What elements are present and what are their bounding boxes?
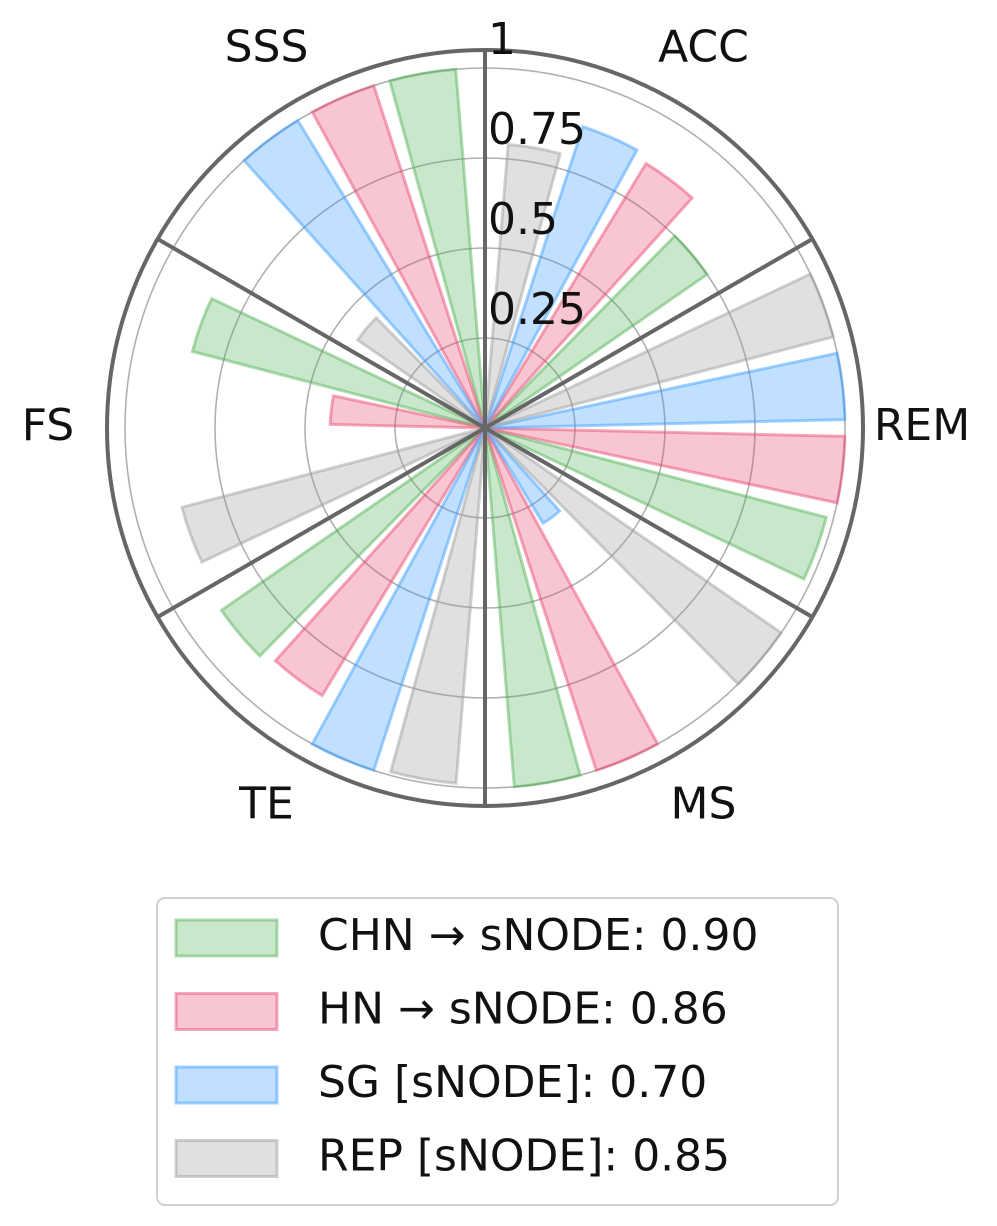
legend-label: SG [sNODE]: 0.70 — [318, 1057, 707, 1108]
bar — [483, 426, 784, 687]
sector-divider — [156, 426, 486, 619]
bar — [484, 271, 836, 430]
bar — [483, 124, 640, 429]
legend-label: CHN → sNODE: 0.90 — [318, 910, 759, 961]
bar — [484, 426, 829, 581]
legend: CHN → sNODE: 0.90 HN → sNODE: 0.86 SG [sNO… — [156, 897, 839, 1206]
legend-swatch — [174, 918, 279, 958]
bar — [483, 427, 660, 773]
category-label: MS — [671, 778, 737, 829]
bar — [483, 427, 583, 789]
legend-swatch — [174, 992, 279, 1031]
bar — [484, 426, 847, 505]
r-tick-label: 0.25 — [488, 284, 586, 335]
category-label: SSS — [225, 22, 309, 73]
legend-swatch — [174, 1065, 279, 1105]
bar — [387, 67, 487, 429]
r-tick-label: 1 — [488, 14, 516, 65]
category-label: REM — [874, 400, 970, 451]
legend-box — [156, 897, 839, 1206]
bar — [310, 83, 487, 429]
bar — [310, 427, 487, 773]
bar — [355, 315, 487, 430]
bar — [388, 427, 487, 785]
bar — [483, 426, 562, 526]
legend-swatch — [174, 1139, 279, 1178]
legend-label: HN → sNODE: 0.86 — [318, 984, 728, 1035]
bar — [484, 351, 847, 430]
bar — [180, 426, 486, 565]
bar — [328, 394, 486, 430]
sector-divider — [156, 237, 486, 430]
bar — [483, 161, 695, 430]
bar — [190, 296, 486, 430]
bar — [483, 142, 563, 429]
category-label: FS — [22, 400, 74, 451]
sector-divider — [484, 426, 814, 619]
sector-divider — [484, 237, 814, 430]
bar — [273, 426, 487, 698]
bar — [483, 233, 710, 430]
legend-label: REP [sNODE]: 0.85 — [318, 1131, 730, 1182]
r-tick-label: 0.75 — [488, 104, 586, 155]
category-label: ACC — [658, 22, 749, 73]
category-label: TE — [238, 778, 294, 829]
bar — [219, 426, 487, 658]
r-tick-label: 0.5 — [488, 194, 558, 245]
bar — [241, 118, 487, 430]
polar-spine — [105, 48, 865, 808]
